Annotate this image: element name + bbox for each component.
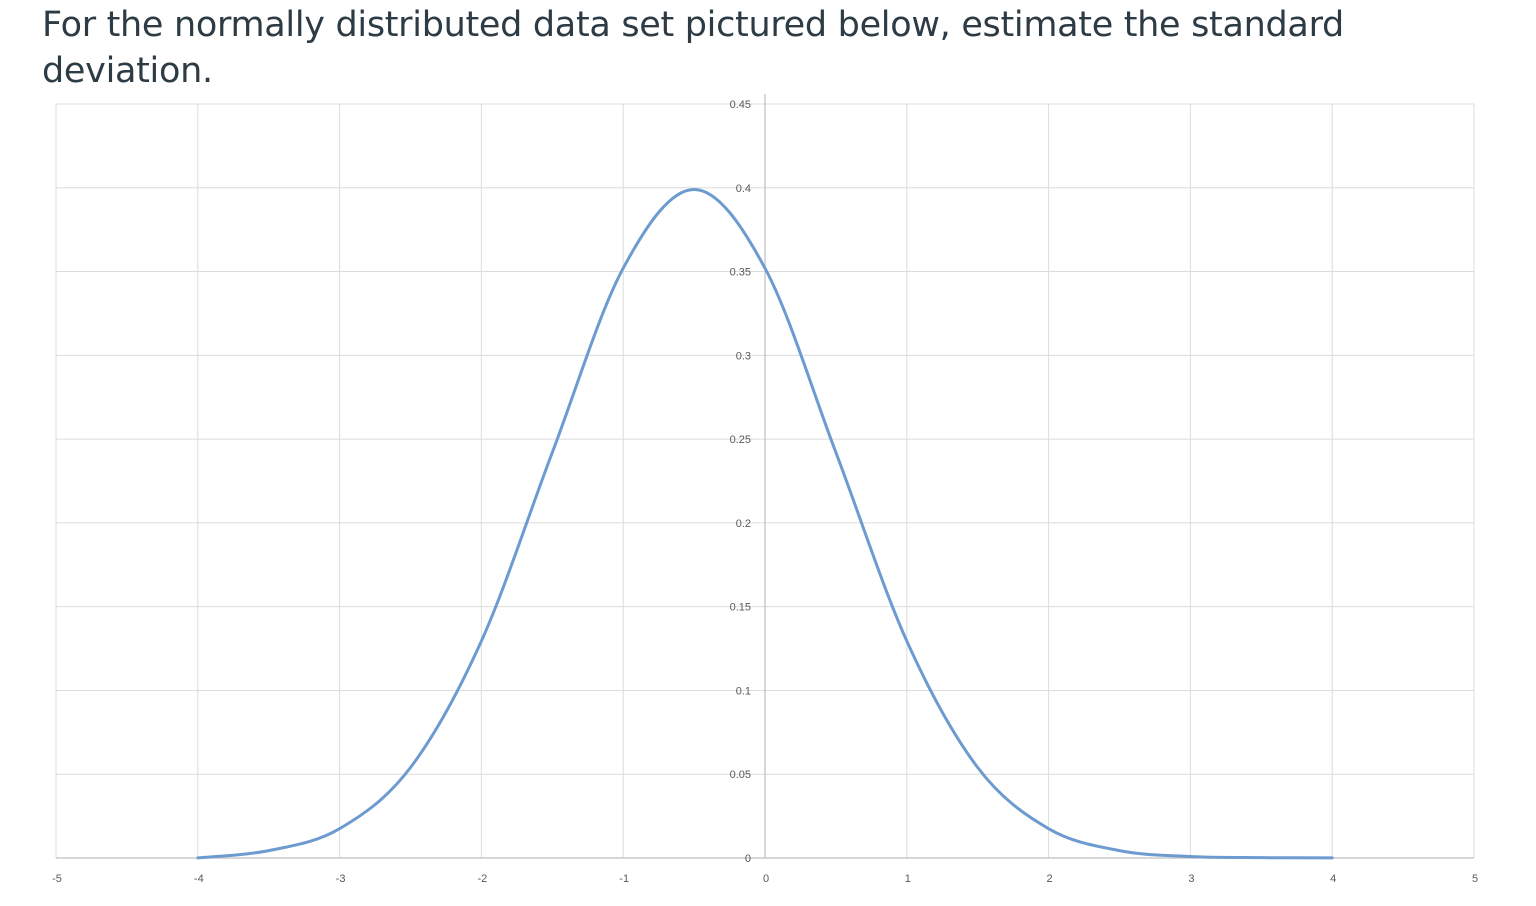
y-tick-label: 0.4 [736,183,751,195]
y-tick-labels: 0 0.05 0.1 0.15 0.2 0.25 0.3 0.35 0.4 0.45 [730,99,751,865]
x-tick-label: 4 [1330,873,1336,885]
normal-curve-line [196,187,1334,860]
y-tick-label: 0.25 [730,434,751,446]
y-tick-label: 0.3 [736,350,751,362]
y-tick-label: 0.15 [730,602,751,614]
x-tick-label: -2 [478,873,488,885]
y-tick-label: 0.45 [730,99,751,111]
x-tick-label: 1 [905,873,911,885]
x-tick-label: 0 [763,873,769,885]
chart-axes [56,94,1474,859]
y-tick-label: 0.2 [736,518,751,530]
x-tick-label: -1 [619,873,629,885]
x-tick-label: -4 [194,873,204,885]
x-tick-label: 5 [1472,873,1478,885]
question-text: For the normally distributed data set pi… [42,5,1344,91]
y-tick-label: 0 [745,853,751,865]
x-tick-label: 2 [1047,873,1053,885]
x-tick-label: 3 [1188,873,1194,885]
y-tick-label: 0.35 [730,267,751,279]
chart-plot-area [196,187,1334,860]
y-tick-label: 0.1 [736,685,751,697]
x-tick-label: -3 [336,873,346,885]
x-tick-label: -5 [52,873,62,885]
x-tick-labels: -5 -4 -3 -2 -1 0 1 2 3 4 5 [52,873,1478,885]
y-tick-label: 0.05 [730,769,751,781]
